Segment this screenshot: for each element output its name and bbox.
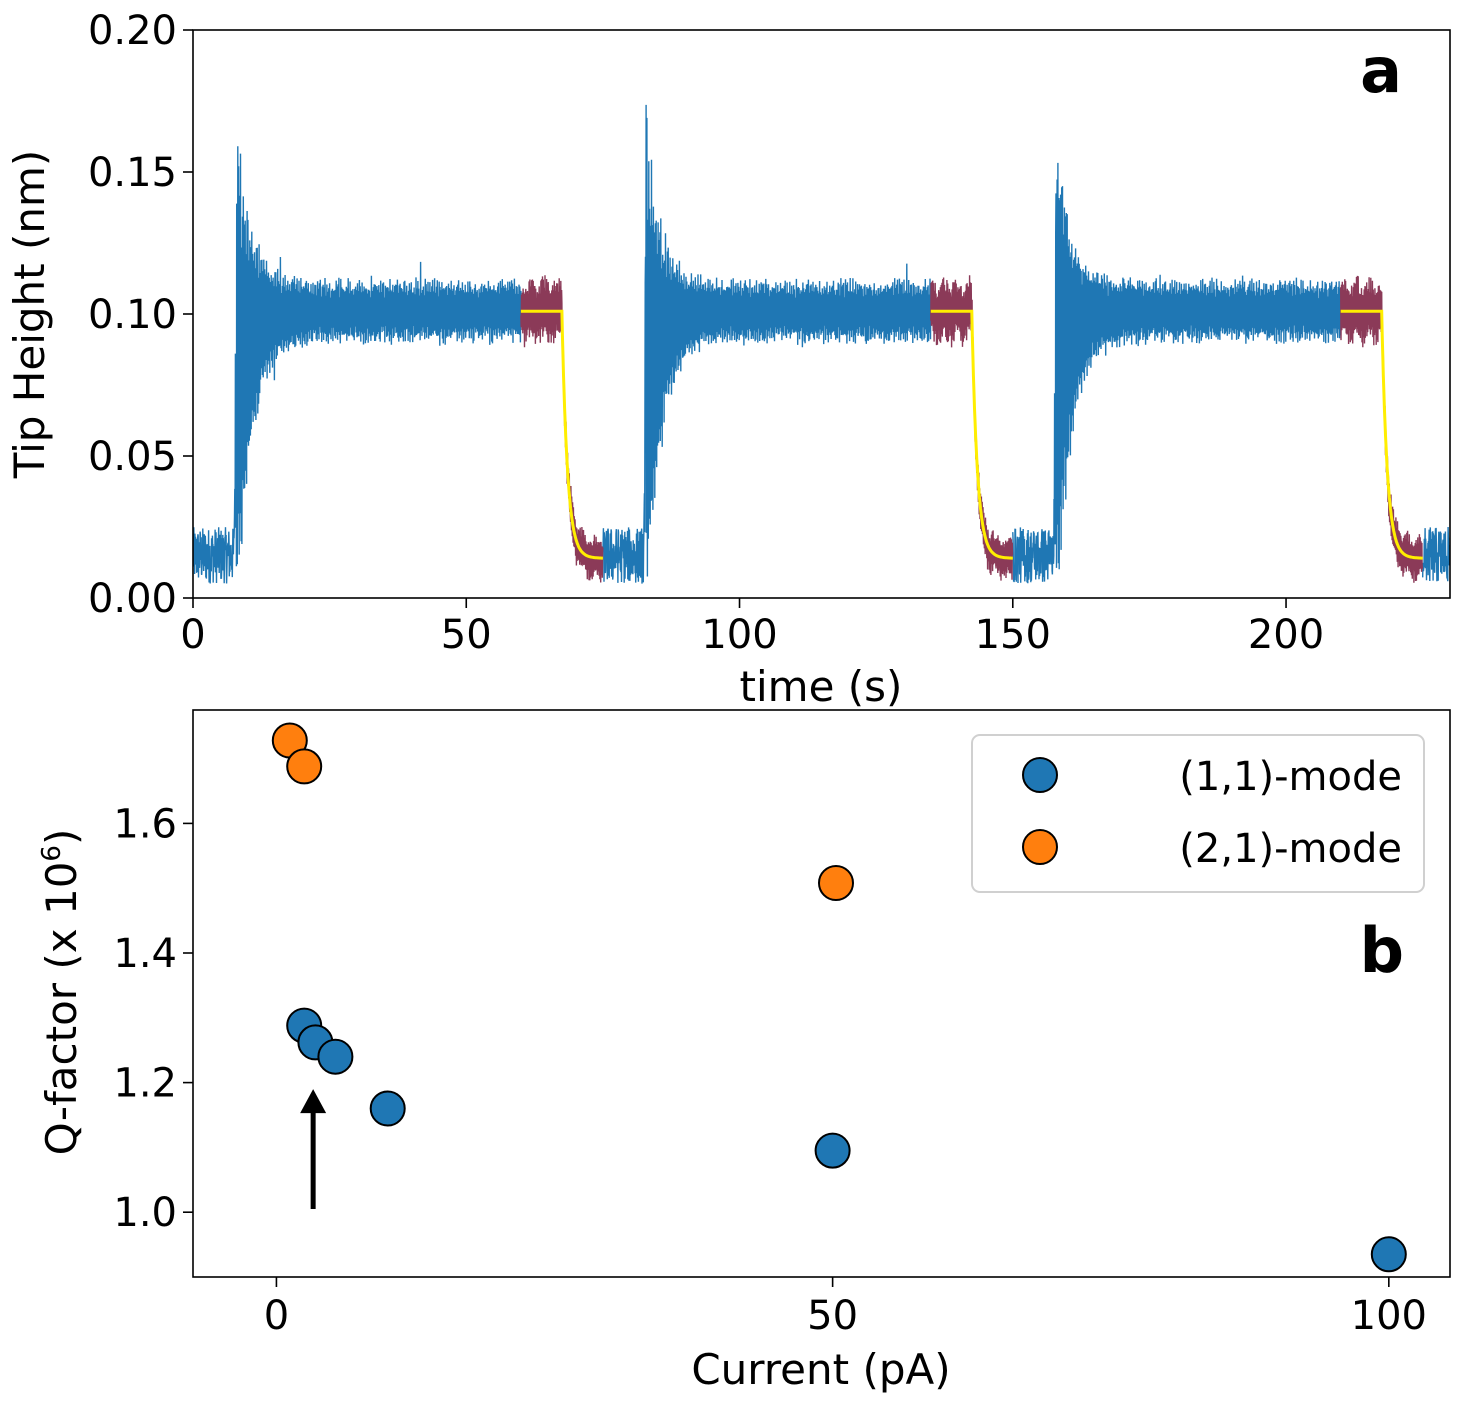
- panel-b: 0 50 100 1.0 1.2 1.4 1.6 Current (pA) Q-facto…: [37, 709, 1451, 1394]
- point-2-1-mode: [286, 748, 323, 785]
- b-ytick-label: 1.2: [113, 1061, 177, 1107]
- a-ytick-label: 0.05: [88, 434, 177, 480]
- panel-a-xlabel: time (s): [740, 662, 903, 711]
- panel-a-ylabel: Tip Height (nm): [5, 150, 54, 480]
- legend-label-2-1-mode: (2,1)-mode: [1179, 826, 1402, 872]
- annotation-arrow-head: [300, 1089, 327, 1114]
- panel-a-letter: a: [1360, 34, 1402, 107]
- panel-b-letter: b: [1360, 914, 1404, 987]
- b-xtick-label: 50: [807, 1293, 858, 1339]
- legend-marker-1-1-mode: [1022, 757, 1058, 793]
- panel-b-ylabel-main: Q-factor (x 10: [37, 862, 86, 1156]
- b-ytick-label: 1.0: [113, 1190, 177, 1236]
- tip-height-trace: [193, 104, 1450, 584]
- point-1-1-mode: [1370, 1236, 1407, 1273]
- panel-a-y-ticks: 0.00 0.05 0.10 0.15 0.20: [88, 8, 193, 622]
- a-ytick-label: 0.10: [88, 292, 177, 338]
- a-xtick-label: 100: [701, 612, 777, 658]
- legend-box: [971, 734, 1425, 893]
- panel-a: 0 50 100 150 200 0.00 0.05 0.10 0.15 0.20 time (…: [5, 8, 1451, 711]
- panel-b-xlabel: Current (pA): [691, 1345, 950, 1394]
- legend-label-1-1-mode: (1,1)-mode: [1179, 754, 1402, 800]
- b-ytick-label: 1.4: [113, 931, 177, 977]
- panel-b-y-ticks: 1.0 1.2 1.4 1.6: [113, 801, 193, 1236]
- panel-b-ylabel: Q-factor (x 106): [37, 829, 86, 1156]
- panel-a-plot-area: [193, 104, 1450, 584]
- b-ytick-label: 1.6: [113, 801, 177, 847]
- panel-a-x-ticks: 0 50 100 150 200: [180, 598, 1324, 658]
- panel-b-frame: [192, 709, 1451, 1278]
- point-1-1-mode: [369, 1090, 406, 1127]
- a-xtick-label: 150: [975, 612, 1051, 658]
- point-2-1-mode: [818, 865, 854, 901]
- point-1-1-mode: [317, 1038, 354, 1075]
- point-1-1-mode: [814, 1132, 851, 1169]
- legend-marker-2-1-mode: [1022, 829, 1058, 865]
- panel-b-plot-area: [271, 722, 1407, 1273]
- a-xtick-label: 50: [441, 612, 492, 658]
- legend: (1,1)-mode (2,1)-mode: [971, 734, 1425, 893]
- exponential-fit-curve: [520, 309, 1423, 560]
- panel-b-x-ticks: 0 50 100: [264, 1277, 1427, 1339]
- a-xtick-label: 200: [1248, 612, 1324, 658]
- b-xtick-label: 0: [264, 1293, 289, 1339]
- a-xtick-label: 0: [180, 612, 205, 658]
- a-ytick-label: 0.00: [88, 576, 177, 622]
- b-xtick-label: 100: [1351, 1293, 1427, 1339]
- a-ytick-label: 0.15: [88, 150, 177, 196]
- panel-b-ylabel-close: ): [37, 829, 86, 845]
- a-ytick-label: 0.20: [88, 8, 177, 54]
- panel-b-ylabel-exponent: 6: [37, 845, 67, 862]
